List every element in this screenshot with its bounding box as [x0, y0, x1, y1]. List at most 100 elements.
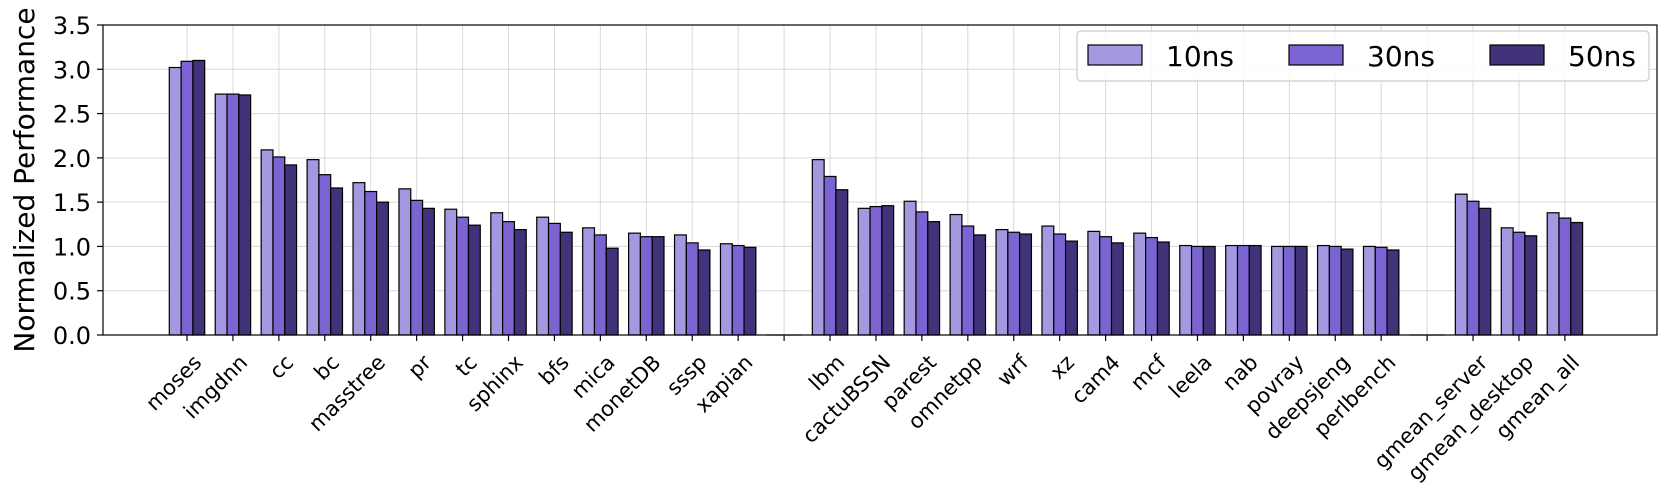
bar-50ns [330, 187, 344, 336]
legend-label-50ns: 50ns [1568, 40, 1636, 73]
bar-30ns [961, 225, 975, 336]
bar-10ns [214, 93, 228, 336]
bar-50ns [1570, 221, 1584, 336]
bar-10ns [719, 243, 733, 336]
x-tick-label: xz [1045, 350, 1079, 384]
bar-10ns [1087, 230, 1101, 336]
y-tick-label: 1.0 [53, 233, 91, 261]
bar-30ns [1053, 233, 1067, 336]
bar-10ns [1454, 193, 1468, 336]
bar-10ns [673, 234, 687, 336]
bar-50ns [1248, 244, 1262, 336]
bar-10ns [1362, 245, 1376, 336]
bar-50ns [651, 236, 665, 336]
bar-10ns [490, 212, 504, 336]
bar-50ns [559, 231, 573, 336]
bar-10ns [1546, 212, 1560, 336]
bar-50ns [1386, 249, 1400, 336]
y-tick-label: 1.5 [53, 189, 91, 217]
bar-50ns [1524, 235, 1538, 336]
bar-30ns [1282, 245, 1296, 336]
x-tick-label: bc [310, 350, 345, 385]
bar-30ns [364, 190, 378, 336]
bar-50ns [1202, 245, 1216, 336]
bar-50ns [1294, 245, 1308, 336]
bar-50ns [881, 205, 895, 336]
bar-10ns [536, 216, 550, 336]
bar-30ns [1190, 245, 1204, 336]
bar-50ns [467, 224, 481, 336]
y-axis-title: Normalized Performance [8, 7, 41, 352]
bar-30ns [226, 93, 240, 336]
bar-10ns [398, 188, 412, 336]
bar-30ns [915, 211, 929, 336]
bar-30ns [1374, 246, 1388, 336]
bar-10ns [1271, 245, 1285, 336]
bar-30ns [1466, 200, 1480, 336]
y-tick-label: 3.0 [53, 56, 91, 84]
bar-10ns [1041, 225, 1055, 336]
bar-10ns [627, 232, 641, 336]
x-tick-label: pr [403, 350, 436, 383]
x-tick-label: tc [451, 350, 482, 381]
bar-10ns [995, 229, 1009, 336]
bar-50ns [284, 164, 298, 336]
legend: 10ns 30ns 50ns [1076, 30, 1650, 82]
bar-30ns [180, 60, 194, 336]
bar-10ns [352, 182, 366, 336]
bar-30ns [547, 222, 561, 336]
bar-10ns [260, 149, 274, 336]
bar-50ns [1340, 248, 1354, 336]
bar-10ns [1500, 227, 1514, 336]
bar-30ns [1558, 217, 1572, 336]
legend-box [1076, 30, 1650, 82]
bar-50ns [421, 207, 435, 336]
bar-30ns [869, 205, 883, 336]
legend-swatch-10ns [1087, 44, 1143, 66]
x-tick-label: mcf [1126, 350, 1171, 395]
bar-10ns [1316, 244, 1330, 336]
bar-50ns [238, 94, 252, 336]
legend-swatch-50ns [1489, 44, 1545, 66]
y-tick-label: 2.5 [53, 101, 91, 129]
x-tick-label: wrf [993, 350, 1034, 391]
legend-swatch-30ns [1288, 44, 1344, 66]
bar-10ns [306, 159, 320, 336]
bar-10ns [168, 66, 182, 336]
y-tick-label: 0.0 [53, 322, 91, 350]
bar-30ns [1512, 231, 1526, 336]
x-tick-label: cam4 [1067, 350, 1125, 408]
bar-50ns [376, 201, 390, 336]
bar-10ns [1179, 244, 1193, 336]
bar-10ns [444, 208, 458, 336]
y-tick-label: 2.0 [53, 145, 91, 173]
bar-50ns [1478, 207, 1492, 336]
bar-30ns [502, 221, 516, 336]
bar-50ns [513, 229, 527, 336]
y-tick-label: 0.5 [53, 278, 91, 306]
bar-10ns [949, 213, 963, 336]
bar-50ns [927, 221, 941, 336]
legend-label-10ns: 10ns [1166, 40, 1234, 73]
bar-50ns [605, 247, 619, 336]
bar-30ns [410, 199, 424, 336]
bar-50ns [1064, 240, 1078, 336]
bar-10ns [582, 227, 596, 336]
plot-frame [102, 24, 1658, 336]
y-axis: 0.0 0.5 1.0 1.5 2.0 2.5 3.0 3.5 [53, 12, 103, 350]
x-tick-label: leela [1164, 350, 1217, 403]
bar-50ns [1110, 242, 1124, 336]
bar-10ns [903, 200, 917, 336]
legend-label-30ns: 30ns [1367, 40, 1435, 73]
bar-30ns [1099, 236, 1113, 336]
bar-50ns [743, 246, 757, 336]
bar-50ns [192, 59, 206, 336]
bar-10ns [1133, 232, 1147, 336]
bar-30ns [593, 234, 607, 336]
bar-50ns [1019, 233, 1033, 336]
bar-30ns [1328, 245, 1342, 336]
bar-30ns [318, 174, 332, 336]
bar-30ns [685, 242, 699, 336]
